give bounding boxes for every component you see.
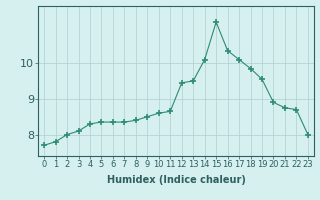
X-axis label: Humidex (Indice chaleur): Humidex (Indice chaleur) — [107, 175, 245, 185]
